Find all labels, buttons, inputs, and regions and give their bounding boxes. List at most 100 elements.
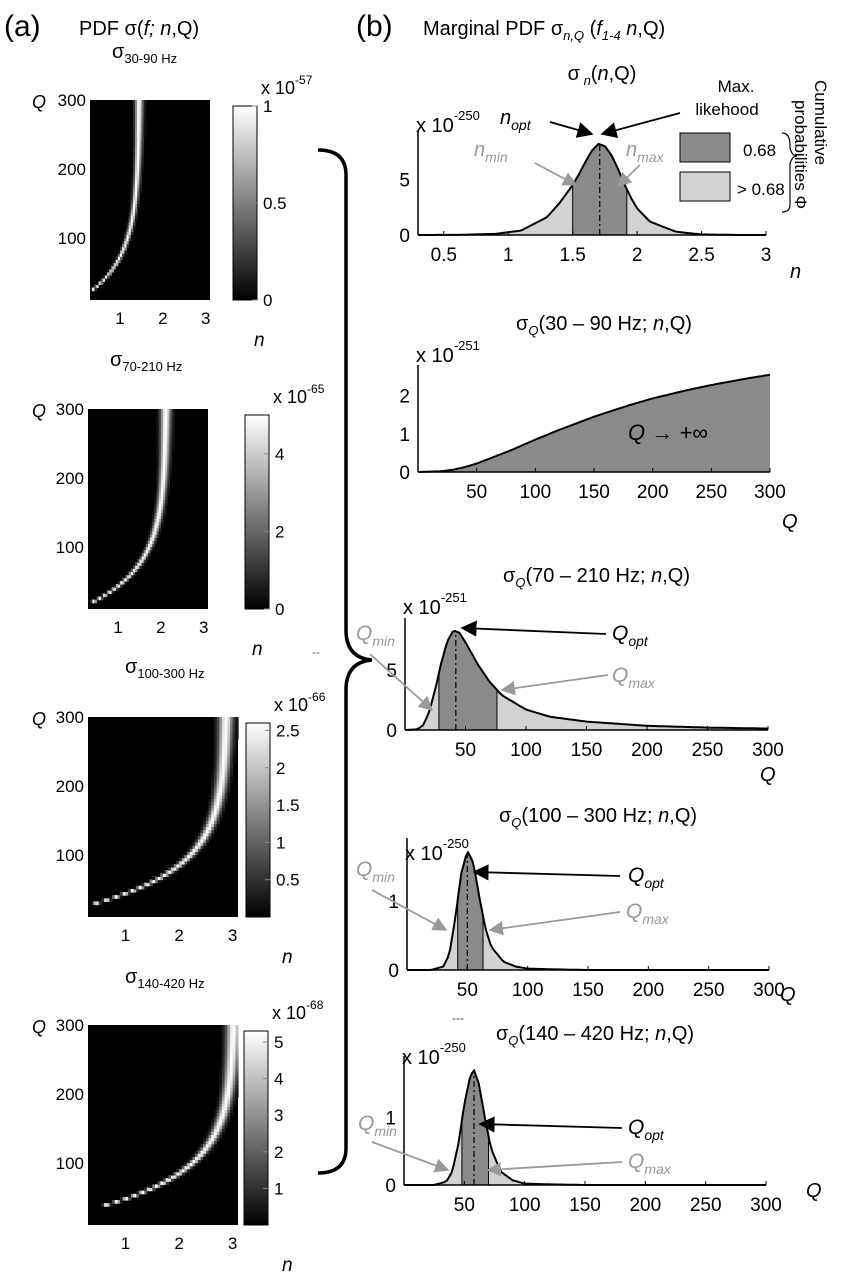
- q-min-label-b5: Qmin: [358, 1112, 397, 1139]
- heatmap-cell: [165, 487, 168, 491]
- heatmap-cell: [141, 100, 145, 104]
- heatmap-cell: [128, 215, 132, 220]
- heatmap-cell: [136, 885, 140, 890]
- heatmap-cell: [93, 901, 97, 906]
- heatmap-cell: [135, 143, 138, 148]
- heatmap-cell: [221, 1115, 226, 1120]
- heatmap-cell: [216, 754, 220, 759]
- heatmap-cell: [90, 901, 94, 906]
- heatmap-cell: [221, 1093, 226, 1098]
- heatmap-cell: [135, 562, 138, 566]
- heatmap-cell: [139, 555, 143, 560]
- heatmap-cell: [224, 773, 228, 777]
- heatmap-cell: [146, 1190, 151, 1195]
- heatmap-cell: [230, 1025, 234, 1029]
- heatmap-cell: [211, 1125, 215, 1129]
- heatmap-cell: [132, 193, 136, 198]
- heatmap-cell: [203, 842, 207, 846]
- heatmap-cell: [132, 215, 136, 220]
- heatmap-cell: [126, 228, 130, 232]
- heatmap-cell: [160, 424, 164, 429]
- x-tick-label: 200: [631, 740, 663, 761]
- heatmap-cell: [200, 845, 204, 849]
- heatmap-cell: [197, 1146, 202, 1151]
- heatmap-cell: [216, 823, 220, 827]
- heatmap-cell: [171, 424, 175, 429]
- heatmap-cell: [160, 462, 164, 466]
- heatmap-cell: [163, 496, 166, 501]
- heatmap-cell: [158, 449, 162, 454]
- heatmap-cell: [235, 1068, 239, 1073]
- heatmap-cell: [156, 512, 160, 516]
- heatmap-cell: [219, 751, 223, 756]
- heatmap-cell: [213, 792, 218, 796]
- heatmap-cell: [118, 580, 121, 585]
- heatmap-cell: [230, 726, 234, 731]
- heatmap-cell: [224, 1028, 228, 1032]
- heatmap-cell: [195, 1159, 199, 1164]
- heatmap-cell: [205, 813, 210, 818]
- heatmap-cell: [216, 717, 220, 721]
- heatmap-cell: [208, 1134, 212, 1139]
- heatmap-cell: [163, 487, 166, 491]
- heatmap-cell: [203, 1137, 207, 1142]
- heatmap-cell: [203, 1146, 207, 1151]
- heatmap-cell: [130, 231, 134, 235]
- heatmap-cell: [224, 1125, 228, 1129]
- heatmap-cell: [101, 898, 105, 902]
- n-min-arrow: [534, 162, 578, 186]
- heatmap-cell: [219, 798, 223, 802]
- heatmap-cell: [232, 1062, 236, 1067]
- heatmap-cell: [221, 742, 226, 746]
- heatmap-cell: [203, 835, 207, 840]
- heatmap-cell: [156, 465, 160, 469]
- heatmap-cell: [152, 543, 155, 548]
- heatmap-cell: [167, 493, 170, 498]
- heatmap-cell: [156, 477, 160, 482]
- heatmap-cell: [156, 530, 160, 535]
- heatmap-cell: [227, 788, 231, 793]
- heatmap-cell: [173, 870, 177, 874]
- heatmap-cell: [132, 200, 136, 204]
- heatmap-cell: [230, 735, 234, 740]
- heatmap-cell: [230, 1096, 234, 1101]
- heatmap-cell: [152, 876, 156, 881]
- heatmap-cell: [208, 1143, 212, 1148]
- heatmap-cell: [135, 118, 138, 123]
- heatmap-cell: [158, 493, 162, 498]
- heatmap-cell: [213, 1143, 218, 1148]
- heatmap-cell: [105, 275, 108, 279]
- q-min-arrow-b3: [369, 653, 434, 711]
- heatmap-cell: [113, 265, 117, 270]
- heatmap-cell: [149, 1184, 153, 1189]
- heatmap-cell: [216, 817, 220, 821]
- heatmap-cell: [219, 1128, 223, 1132]
- heatmap-cell: [227, 776, 231, 781]
- heatmap-cell: [208, 1150, 212, 1154]
- x-axis-label: Q: [782, 511, 798, 533]
- heatmap-cell: [137, 193, 140, 198]
- heatmap-cell: [232, 1078, 236, 1082]
- heatmap-cell: [115, 259, 119, 264]
- heatmap-cell: [150, 524, 153, 529]
- heatmap-cell: [128, 218, 132, 223]
- heatmap-cell: [208, 1128, 212, 1132]
- x-tick-label: 300: [753, 980, 785, 1001]
- x-tick-label: 50: [455, 740, 476, 761]
- heatmap-cell: [152, 521, 155, 526]
- heatmap-cell: [227, 757, 231, 762]
- heatmap-cell: [128, 212, 132, 217]
- heatmap-xlabel: n: [282, 947, 293, 968]
- heatmap-cell: [208, 795, 212, 799]
- heatmap-cell: [143, 115, 147, 120]
- heatmap-cell: [169, 409, 173, 413]
- heatmap-cell: [130, 215, 134, 220]
- heatmap-cell: [213, 1125, 218, 1129]
- heatmap-cell: [156, 412, 160, 416]
- heatmap-cell: [224, 1071, 228, 1076]
- heatmap-ytick-label: 100: [56, 1154, 84, 1173]
- heatmap-cell: [128, 577, 132, 582]
